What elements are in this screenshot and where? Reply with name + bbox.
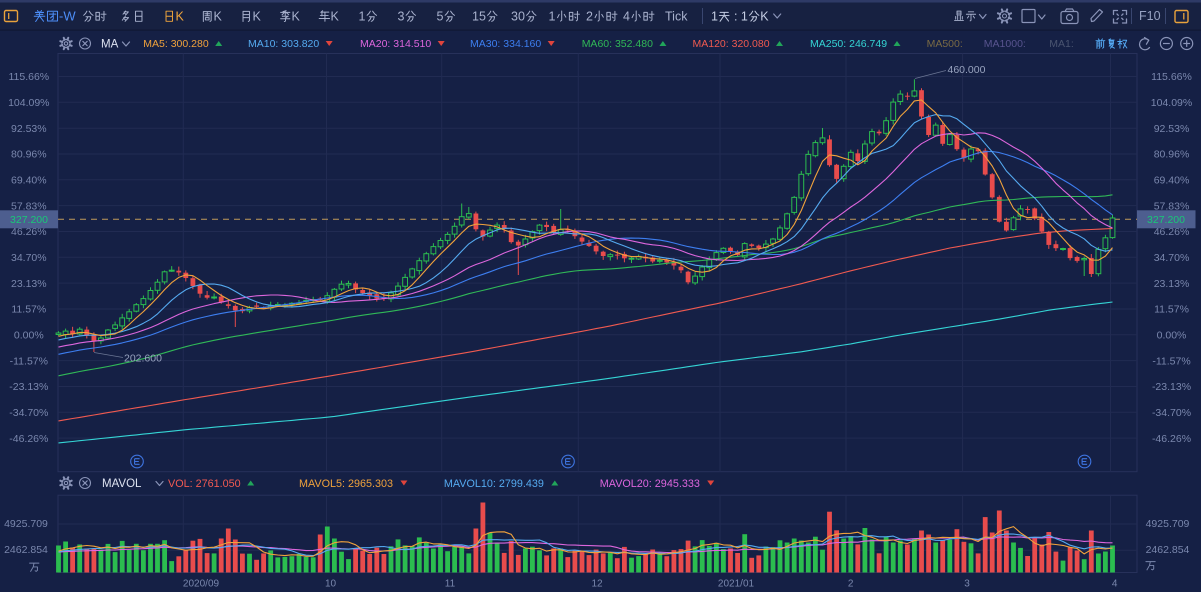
svg-text:2462.854: 2462.854 <box>4 544 48 556</box>
svg-text:-W: -W <box>59 9 76 24</box>
svg-text:23.13%: 23.13% <box>11 278 47 290</box>
svg-text:115.66%: 115.66% <box>1151 71 1192 83</box>
svg-text:MAVOL5: 2965.303: MAVOL5: 2965.303 <box>299 478 393 490</box>
svg-text:0.00%: 0.00% <box>1157 330 1187 342</box>
svg-text:MA120: 320.080: MA120: 320.080 <box>693 38 770 50</box>
svg-text:104.09%: 104.09% <box>8 97 49 109</box>
svg-text:Tick: Tick <box>665 9 688 23</box>
svg-text:-34.70%: -34.70% <box>9 407 48 419</box>
svg-text:MA10: 303.820: MA10: 303.820 <box>248 38 319 50</box>
svg-text:69.40%: 69.40% <box>11 175 47 187</box>
svg-text:MAVOL20: 2945.333: MAVOL20: 2945.333 <box>600 478 700 490</box>
svg-text:57.83%: 57.83% <box>11 200 47 212</box>
svg-text:2462.854: 2462.854 <box>1146 544 1190 556</box>
svg-text:12: 12 <box>591 578 603 589</box>
svg-text:3: 3 <box>398 9 405 23</box>
svg-text:4: 4 <box>623 9 630 23</box>
svg-text:34.70%: 34.70% <box>1154 252 1190 264</box>
svg-text:MA: MA <box>101 39 119 51</box>
svg-text:1: 1 <box>711 9 718 23</box>
svg-text:2021/01: 2021/01 <box>718 578 755 589</box>
svg-text:-11.57%: -11.57% <box>10 355 48 367</box>
svg-text:K: K <box>331 9 340 23</box>
svg-text:115.66%: 115.66% <box>8 71 49 83</box>
svg-text:-23.13%: -23.13% <box>9 381 48 393</box>
svg-text:-46.26%: -46.26% <box>1152 433 1191 445</box>
svg-text:MA500:: MA500: <box>927 38 963 50</box>
svg-text:F10: F10 <box>1139 9 1161 23</box>
svg-text:1: 1 <box>549 9 556 23</box>
svg-text:MA5: 300.280: MA5: 300.280 <box>143 38 209 50</box>
svg-text:327.200: 327.200 <box>10 214 48 226</box>
svg-text:K: K <box>176 9 185 23</box>
svg-text:4925.709: 4925.709 <box>4 518 48 530</box>
svg-text:-23.13%: -23.13% <box>1152 381 1191 393</box>
svg-text:MA1:: MA1: <box>1049 38 1074 50</box>
svg-text:57.83%: 57.83% <box>1154 200 1190 212</box>
svg-text:MA1000:: MA1000: <box>984 38 1026 50</box>
svg-text:K: K <box>292 9 301 23</box>
svg-text:69.40%: 69.40% <box>1154 175 1190 187</box>
svg-text:0.00%: 0.00% <box>14 330 44 342</box>
svg-text:30: 30 <box>511 9 525 23</box>
svg-text:10: 10 <box>325 578 337 589</box>
svg-text:15: 15 <box>472 9 486 23</box>
svg-text:34.70%: 34.70% <box>11 252 47 264</box>
svg-text:23.13%: 23.13% <box>1154 278 1190 290</box>
svg-text:MA250: 246.749: MA250: 246.749 <box>810 38 887 50</box>
svg-text:K: K <box>214 9 223 23</box>
svg-text:80.96%: 80.96% <box>11 149 47 161</box>
svg-text:: 1: : 1 <box>731 9 748 23</box>
svg-text:2020/09: 2020/09 <box>183 578 220 589</box>
svg-text:92.53%: 92.53% <box>11 123 47 135</box>
svg-text:104.09%: 104.09% <box>1151 97 1192 109</box>
svg-text:327.200: 327.200 <box>1147 214 1185 226</box>
svg-text:11.57%: 11.57% <box>11 304 46 316</box>
svg-text:MAVOL10: 2799.439: MAVOL10: 2799.439 <box>444 478 544 490</box>
svg-text:11.57%: 11.57% <box>1154 304 1189 316</box>
svg-text:202.600: 202.600 <box>124 353 162 365</box>
svg-text:46.26%: 46.26% <box>11 226 47 238</box>
svg-text:4925.709: 4925.709 <box>1146 518 1190 530</box>
svg-text:46.26%: 46.26% <box>1154 226 1190 238</box>
svg-text:460.000: 460.000 <box>948 64 986 76</box>
svg-text:MA20: 314.510: MA20: 314.510 <box>360 38 431 50</box>
svg-text:3: 3 <box>964 578 970 589</box>
svg-text:K: K <box>760 9 769 23</box>
svg-text:MAVOL: MAVOL <box>102 478 142 490</box>
svg-text:80.96%: 80.96% <box>1154 149 1190 161</box>
svg-text:K: K <box>253 9 262 23</box>
svg-text:-46.26%: -46.26% <box>9 433 48 445</box>
svg-text:MA60: 352.480: MA60: 352.480 <box>582 38 653 50</box>
svg-text:-11.57%: -11.57% <box>1152 355 1190 367</box>
svg-text:VOL: 2761.050: VOL: 2761.050 <box>168 478 241 490</box>
svg-text:2: 2 <box>848 578 854 589</box>
svg-text:4: 4 <box>1112 578 1118 589</box>
svg-text:5: 5 <box>437 9 444 23</box>
svg-text:-34.70%: -34.70% <box>1152 407 1191 419</box>
svg-text:1: 1 <box>359 9 366 23</box>
svg-text:2: 2 <box>586 9 593 23</box>
svg-text:92.53%: 92.53% <box>1154 123 1190 135</box>
svg-text:MA30: 334.160: MA30: 334.160 <box>470 38 541 50</box>
svg-text:11: 11 <box>445 578 456 589</box>
